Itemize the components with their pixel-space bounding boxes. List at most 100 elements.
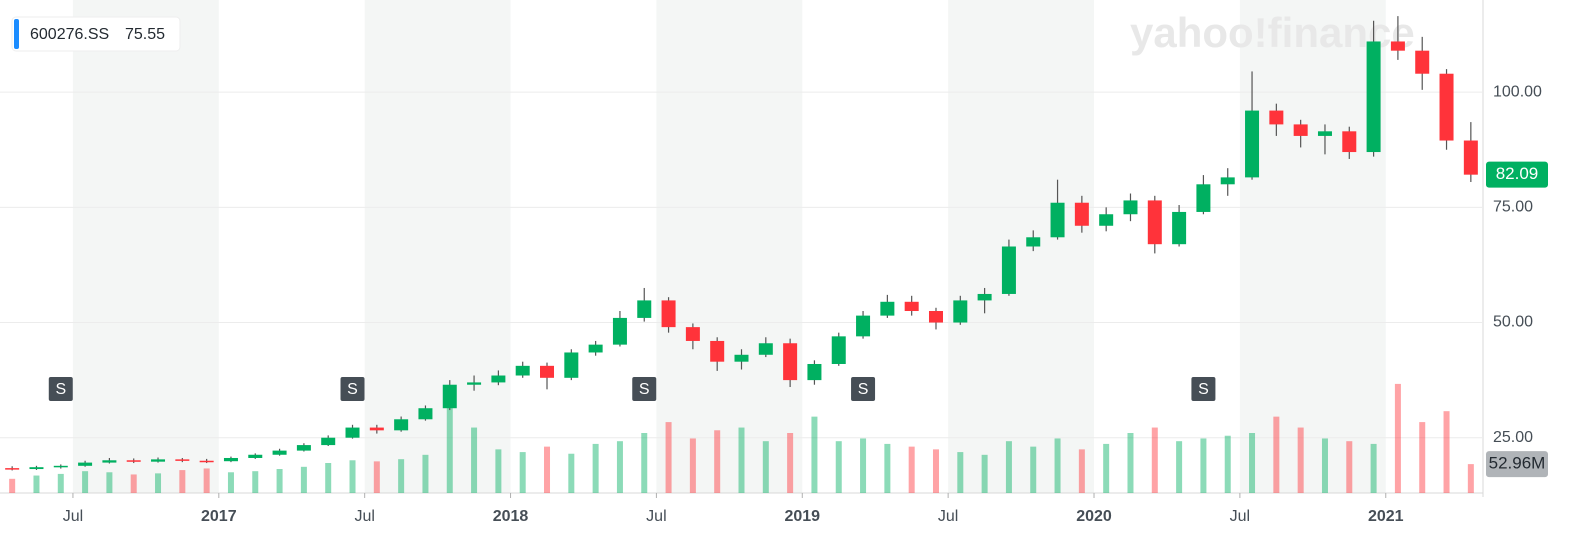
legend-swatch xyxy=(14,19,19,49)
candle-layer xyxy=(5,16,1478,471)
volume-bar xyxy=(908,446,915,493)
candle-body xyxy=(345,427,360,438)
x-tick-label: 2020 xyxy=(1076,508,1112,525)
candle-body xyxy=(442,384,457,409)
candle-body xyxy=(1390,41,1405,51)
volume-bar xyxy=(106,472,113,493)
candle-body xyxy=(1317,131,1332,136)
candle-body xyxy=(369,427,384,431)
volume-bar xyxy=(349,460,356,493)
event-label: S xyxy=(347,381,358,398)
x-tick-label: 2021 xyxy=(1368,508,1404,525)
volume-bar xyxy=(568,453,575,493)
event-label: S xyxy=(639,381,650,398)
volume-bar xyxy=(9,478,16,493)
volume-layer xyxy=(9,383,1474,493)
volume-bar xyxy=(1054,438,1061,493)
candle-body xyxy=(953,300,968,323)
volume-bar xyxy=(398,459,405,493)
volume-bar xyxy=(1078,449,1085,493)
period-shade xyxy=(656,0,803,493)
candle-body xyxy=(1439,73,1454,141)
volume-bar xyxy=(1467,464,1474,493)
candle-body xyxy=(564,352,579,378)
volume-bar xyxy=(1249,433,1256,493)
volume-bar xyxy=(641,433,648,493)
event-badge xyxy=(340,377,365,401)
volume-bar xyxy=(325,463,332,493)
volume-bar xyxy=(738,427,745,493)
volume-bar xyxy=(130,474,137,493)
volume-bar xyxy=(811,416,818,493)
candle-body xyxy=(394,419,409,431)
candle-body xyxy=(78,462,93,466)
legend-symbol: 600276.SS xyxy=(30,26,109,43)
candle-body xyxy=(1415,50,1430,74)
volume-bar xyxy=(1297,427,1304,493)
candle-body xyxy=(1026,237,1041,247)
y-tick-label: 100.00 xyxy=(1493,83,1542,100)
y-tick-label: 50.00 xyxy=(1493,314,1533,331)
volume-bar xyxy=(884,443,891,493)
volume-bar xyxy=(1176,441,1183,493)
volume-bar xyxy=(665,422,672,493)
last-price-badge xyxy=(1486,161,1548,188)
event-marker[interactable]: S xyxy=(340,377,365,401)
volume-bar xyxy=(155,473,162,493)
event-marker[interactable]: S xyxy=(632,377,657,401)
candle-body xyxy=(1147,200,1162,245)
candle-body xyxy=(53,465,68,468)
volume-bar xyxy=(373,461,380,493)
volume-bar xyxy=(57,473,64,493)
volume-bar xyxy=(1370,443,1377,493)
candle-body xyxy=(612,317,627,345)
event-label: S xyxy=(858,381,869,398)
candle-body xyxy=(29,467,44,470)
x-tick-label: Jul xyxy=(646,508,666,525)
candle-body xyxy=(199,460,214,463)
legend[interactable]: 600276.SS 75.55 xyxy=(11,16,181,52)
volume-bar xyxy=(689,438,696,493)
y-tick-label: 25.00 xyxy=(1493,429,1533,446)
volume-bar xyxy=(276,469,283,493)
candle-body xyxy=(418,408,433,420)
event-marker[interactable]: S xyxy=(1191,377,1216,401)
candle-body xyxy=(1196,184,1211,212)
candle-body xyxy=(783,343,798,381)
candle-body xyxy=(1123,200,1138,215)
volume-bar xyxy=(227,472,234,493)
volume-bar xyxy=(762,441,769,493)
candle-body xyxy=(734,354,749,362)
volume-bar xyxy=(471,427,478,493)
x-tick-label: Jul xyxy=(1230,508,1250,525)
x-tick-label: Jul xyxy=(63,508,83,525)
candle-body xyxy=(710,340,725,362)
x-tick-label: 2019 xyxy=(784,508,820,525)
volume-bar xyxy=(1103,443,1110,493)
volume-bar xyxy=(519,452,526,493)
last-volume-badge xyxy=(1486,451,1548,478)
last-price-label: 82.09 xyxy=(1496,164,1539,183)
volume-bar xyxy=(860,438,867,493)
candle-body xyxy=(1050,202,1065,238)
event-marker[interactable]: S xyxy=(851,377,876,401)
candle-body xyxy=(296,445,311,451)
candle-body xyxy=(540,365,555,378)
x-tick-label: Jul xyxy=(354,508,374,525)
volume-bar xyxy=(616,441,623,493)
volume-bar xyxy=(1151,427,1158,493)
candle-body xyxy=(248,454,263,458)
volume-bar xyxy=(1200,438,1207,493)
volume-bar xyxy=(835,441,842,493)
candle-body xyxy=(856,315,871,337)
background-layer xyxy=(0,0,1484,497)
volume-bar xyxy=(33,475,40,493)
candle-body xyxy=(1293,124,1308,136)
x-tick-label: Jul xyxy=(938,508,958,525)
volume-bar xyxy=(1321,438,1328,493)
volume-bar xyxy=(252,471,259,493)
event-marker[interactable]: S xyxy=(48,377,73,401)
candle-body xyxy=(1366,41,1381,153)
candle-body xyxy=(491,375,506,383)
